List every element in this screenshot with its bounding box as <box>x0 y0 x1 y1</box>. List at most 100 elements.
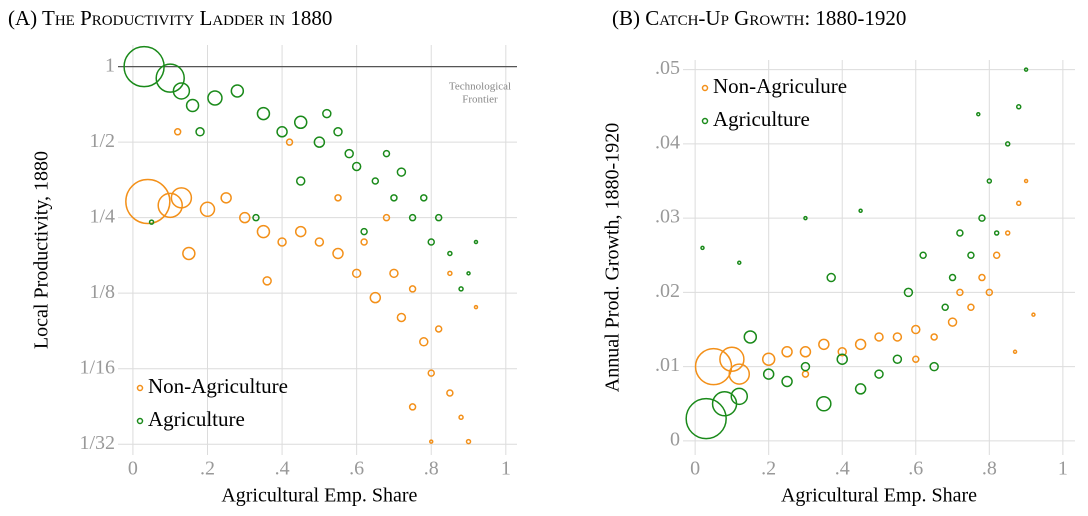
bubble <box>803 215 808 221</box>
bubble <box>903 287 914 298</box>
bubble <box>719 346 745 372</box>
bubble <box>185 98 200 113</box>
bubble <box>332 247 344 260</box>
bubble <box>434 325 443 333</box>
y-tick-label: 0 <box>670 428 680 450</box>
bubble <box>182 246 196 261</box>
bubble <box>743 330 758 344</box>
bubble <box>314 237 325 247</box>
bubble <box>170 187 193 209</box>
legend-marker <box>701 84 709 92</box>
bubble <box>837 347 847 357</box>
chart-title: (A) The Productivity Ladder in 1880 <box>8 6 332 30</box>
bubble <box>125 178 171 225</box>
bubble <box>858 208 863 213</box>
bubble <box>285 138 294 146</box>
bubble <box>295 176 306 186</box>
legend-marker <box>136 384 144 392</box>
bubble <box>334 194 342 202</box>
y-tick-label: .02 <box>655 280 680 302</box>
bubble <box>929 361 939 372</box>
bubble <box>408 213 417 222</box>
bubble <box>781 375 793 388</box>
y-tick-label: .04 <box>655 131 680 153</box>
bubble <box>1023 178 1029 184</box>
bubble <box>157 192 183 219</box>
bubble <box>911 324 921 335</box>
bubble <box>369 291 382 304</box>
bubble <box>685 397 727 440</box>
y-tick-label: 1/2 <box>89 130 115 152</box>
bubble <box>1004 141 1011 147</box>
annotation: Technological <box>449 81 511 93</box>
bubble <box>947 317 958 327</box>
x-tick-label: .4 <box>275 458 290 480</box>
y-tick-label: .03 <box>655 206 680 228</box>
y-tick-label: .01 <box>655 354 680 376</box>
x-axis-label: Agricultural Emp. Share <box>781 485 977 507</box>
bubble <box>967 251 975 260</box>
bubble <box>360 238 368 246</box>
bubble <box>992 251 1001 260</box>
bubble <box>458 414 464 421</box>
y-tick-label: 1 <box>105 54 115 76</box>
bubble <box>1015 200 1022 207</box>
bubble <box>419 337 429 347</box>
bubble <box>207 90 223 106</box>
bubble <box>173 128 182 136</box>
bubble <box>1004 230 1011 236</box>
bubble <box>762 368 775 380</box>
bubble <box>700 245 705 251</box>
bubble <box>123 45 165 88</box>
bubble <box>230 84 245 98</box>
y-tick-label: 1/8 <box>89 281 115 303</box>
bubble <box>993 230 1000 236</box>
bubble <box>428 439 434 444</box>
bubble <box>239 211 251 224</box>
bubble <box>800 361 811 372</box>
bubble <box>801 370 810 378</box>
x-tick-label: 0 <box>128 458 138 480</box>
legend-label: Non-Agriculture <box>148 374 288 398</box>
y-tick-label: 1/4 <box>89 205 115 227</box>
bubble <box>986 178 993 184</box>
bubble <box>781 346 793 358</box>
bubble <box>967 303 975 311</box>
x-tick-label: .6 <box>349 458 364 480</box>
x-tick-label: .6 <box>908 458 923 480</box>
bubble <box>389 268 399 279</box>
bubble <box>446 389 454 397</box>
bubble <box>256 224 271 239</box>
bubble <box>948 273 957 282</box>
bubble <box>382 149 391 158</box>
x-axis-label: Agricultural Emp. Share <box>221 485 417 507</box>
bubble <box>892 354 903 364</box>
y-axis-label: Local Productivity, 1880 <box>31 151 53 349</box>
bubble <box>978 214 986 222</box>
bubble <box>892 332 903 342</box>
bubble <box>276 126 288 138</box>
x-tick-label: .8 <box>424 458 439 480</box>
bubble <box>220 192 232 204</box>
bubble <box>473 239 479 245</box>
bubble <box>371 177 380 185</box>
legend-label: Agriculture <box>148 407 245 431</box>
bubble <box>277 237 287 247</box>
bubble <box>919 251 927 260</box>
legend-label: Agriculture <box>713 107 810 131</box>
bubble <box>294 225 307 238</box>
bubble <box>199 201 216 218</box>
bubble <box>976 111 981 117</box>
bubble <box>1031 312 1036 317</box>
bubble <box>761 352 776 366</box>
bubble <box>351 161 362 172</box>
legend-marker <box>701 117 709 125</box>
bubble <box>978 273 986 282</box>
bubble <box>344 148 354 159</box>
bubble <box>420 194 428 202</box>
bubble <box>956 288 964 297</box>
bubble <box>912 355 920 363</box>
bubble <box>737 260 742 265</box>
bubble <box>956 229 964 237</box>
